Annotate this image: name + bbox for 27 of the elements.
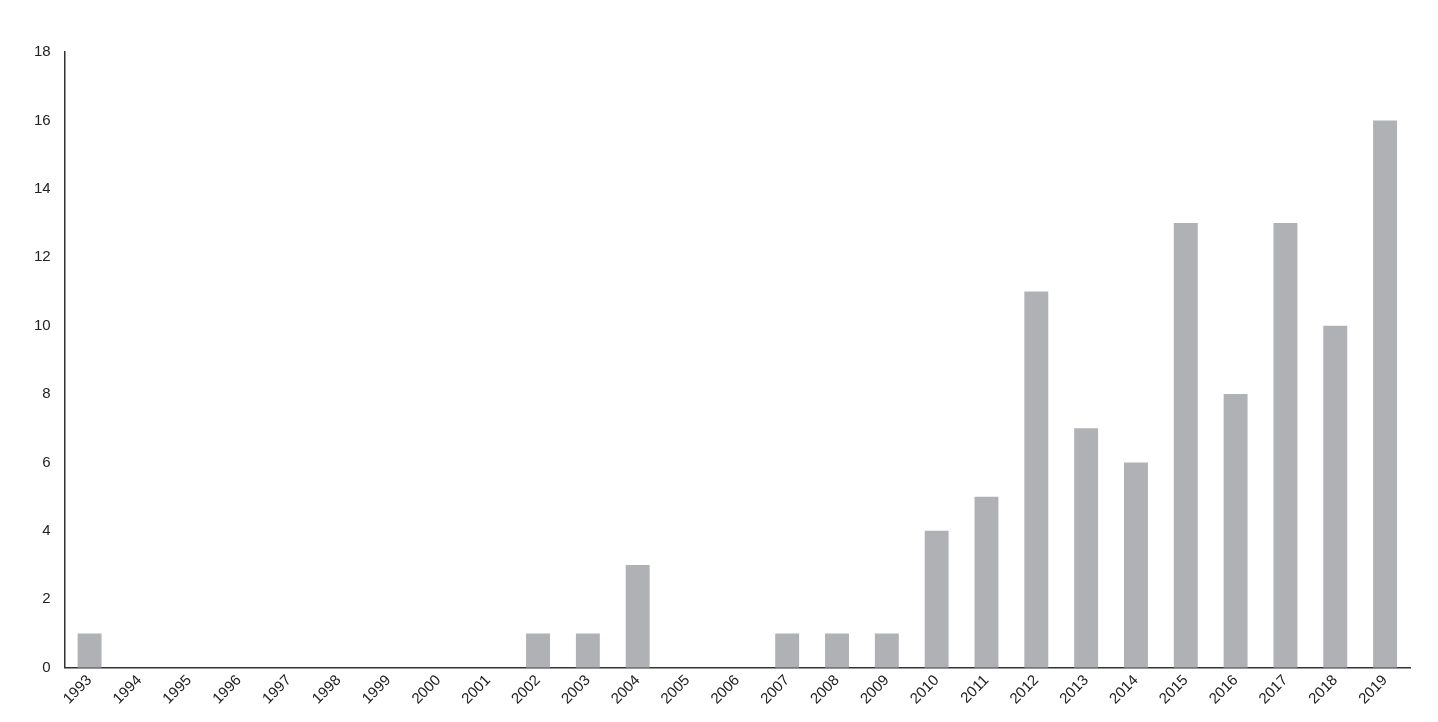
bar [1323, 325, 1348, 668]
bar [526, 633, 550, 668]
bar [625, 565, 650, 668]
y-tick-label: 16 [34, 110, 51, 128]
y-tick-label: 2 [42, 589, 51, 607]
bar [1173, 223, 1198, 668]
y-tick-label: 4 [42, 521, 51, 538]
bar [775, 633, 800, 668]
bar [1124, 462, 1148, 668]
bar [1273, 223, 1298, 668]
bar [1024, 291, 1049, 668]
y-tick-label: 6 [42, 452, 51, 470]
bar [1373, 120, 1398, 668]
bar [825, 633, 849, 668]
bar [924, 530, 949, 668]
bar [1223, 394, 1248, 668]
y-tick-label: 8 [42, 384, 51, 402]
bar [1074, 428, 1099, 668]
y-tick-label: 12 [34, 247, 51, 265]
y-tick-label: 10 [34, 315, 51, 333]
y-tick-label: 0 [42, 657, 51, 675]
bar [874, 633, 899, 668]
y-tick-label: 14 [34, 178, 51, 196]
bar [974, 496, 999, 668]
bar [575, 633, 600, 668]
bar [77, 633, 102, 668]
y-tick-label: 18 [34, 42, 51, 60]
